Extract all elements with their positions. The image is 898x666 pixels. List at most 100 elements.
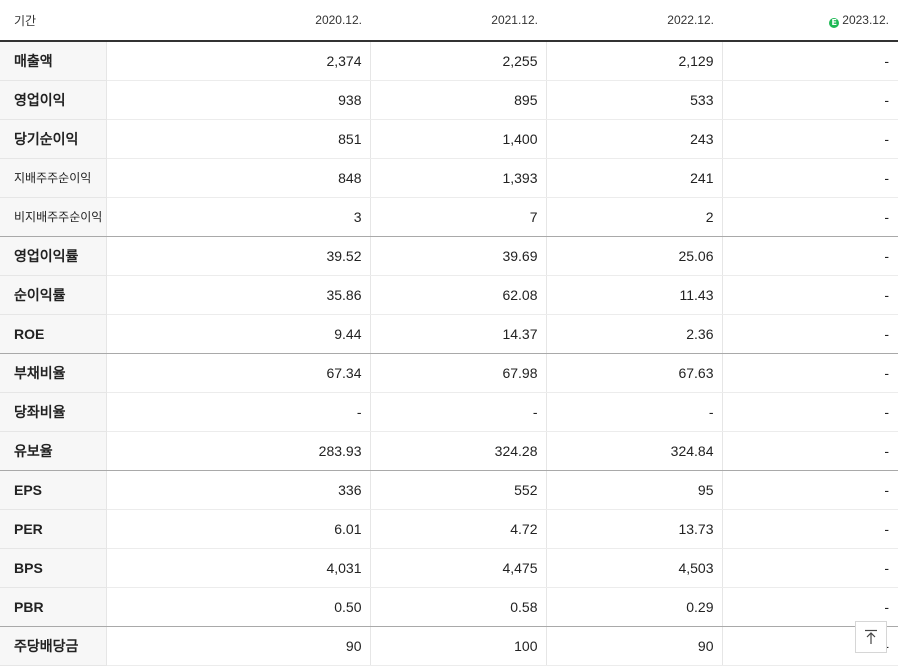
- row-label: 비지배주주순이익: [0, 197, 106, 237]
- table-row: ROE 9.44 14.37 2.36-: [0, 314, 898, 354]
- table-cell: 67.98: [369, 353, 546, 393]
- table-cell: 14.37: [369, 314, 546, 354]
- table-cell: -: [721, 353, 898, 393]
- column-header-2022: 2022.12.: [546, 0, 722, 42]
- row-label: ROE: [0, 314, 106, 354]
- table-cell: -: [721, 470, 898, 510]
- row-label: 주당배당금: [0, 626, 106, 666]
- period-header: 기간: [0, 0, 106, 42]
- table-cell: -: [721, 80, 898, 120]
- table-row: PBR 0.50 0.58 0.29-: [0, 587, 898, 627]
- table-cell: 67.63: [545, 353, 722, 393]
- table-cell: 3: [105, 197, 370, 237]
- row-label: EPS: [0, 470, 106, 510]
- table-cell: 324.28: [369, 431, 546, 471]
- table-cell: 39.69: [369, 236, 546, 276]
- row-label: 매출액: [0, 41, 106, 81]
- row-label: 영업이익률: [0, 236, 106, 276]
- table-cell: 90: [105, 626, 370, 666]
- table-cell: 938: [105, 80, 370, 120]
- row-label: PER: [0, 509, 106, 549]
- table-row: 부채비율 67.34 67.98 67.63-: [0, 353, 898, 393]
- table-cell: -: [721, 548, 898, 588]
- table-cell: 895: [369, 80, 546, 120]
- arrow-up-to-top-icon: [865, 629, 877, 644]
- table-cell: 67.34: [105, 353, 370, 393]
- table-cell: 100: [369, 626, 546, 666]
- table-cell: -: [721, 197, 898, 237]
- table-row: 영업이익 938 895 533-: [0, 80, 898, 120]
- table-cell: 851: [105, 119, 370, 159]
- table-cell: -: [721, 392, 898, 432]
- table-cell: 0.50: [105, 587, 370, 627]
- row-label: 지배주주순이익: [0, 158, 106, 198]
- table-cell: 241: [545, 158, 722, 198]
- row-label: 당좌비율: [0, 392, 106, 432]
- table-cell: 95: [545, 470, 722, 510]
- column-header-2023-estimate: E 2023.12.: [722, 0, 898, 42]
- row-label: PBR: [0, 587, 106, 627]
- column-header-2023-label: 2023.12.: [842, 12, 889, 27]
- table-cell: -: [721, 314, 898, 354]
- table-cell: 1,400: [369, 119, 546, 159]
- scroll-to-top-button[interactable]: [855, 621, 887, 653]
- table-cell: 4,503: [545, 548, 722, 588]
- table-cell: 13.73: [545, 509, 722, 549]
- table-cell: 2.36: [545, 314, 722, 354]
- table-row: BPS 4,031 4,475 4,503-: [0, 548, 898, 588]
- table-cell: 90: [545, 626, 722, 666]
- table-cell: 324.84: [545, 431, 722, 471]
- table-row: PER 6.01 4.72 13.73-: [0, 509, 898, 549]
- table-cell: 243: [545, 119, 722, 159]
- row-label: 당기순이익: [0, 119, 106, 159]
- table-cell: 2,129: [545, 41, 722, 81]
- table-cell: -: [721, 275, 898, 315]
- table-cell: -: [721, 41, 898, 81]
- table-row: 순이익률 35.86 62.08 11.43-: [0, 275, 898, 315]
- table-cell: 848: [105, 158, 370, 198]
- table-cell: -: [721, 236, 898, 276]
- table-cell: 2: [545, 197, 722, 237]
- column-header-2021: 2021.12.: [370, 0, 546, 42]
- table-cell: 2,374: [105, 41, 370, 81]
- table-cell: 336: [105, 470, 370, 510]
- table-row: 비지배주주순이익 3 7 2-: [0, 197, 898, 237]
- table-cell: -: [721, 509, 898, 549]
- row-label: BPS: [0, 548, 106, 588]
- table-cell: 0.29: [545, 587, 722, 627]
- table-cell: 283.93: [105, 431, 370, 471]
- table-cell: 4,031: [105, 548, 370, 588]
- table-row: EPS 336 552 95-: [0, 470, 898, 510]
- table-cell: -: [721, 587, 898, 627]
- table-header-row: 기간 2020.12. 2021.12. 2022.12. E 2023.12.: [0, 0, 898, 42]
- table-row: 당기순이익 851 1,400 243-: [0, 119, 898, 159]
- table-cell: 11.43: [545, 275, 722, 315]
- table-body: 매출액 2,374 2,255 2,129- 영업이익 938 895 533- 당기순이익 85…: [0, 41, 898, 666]
- table-row: 영업이익률 39.52 39.69 25.06-: [0, 236, 898, 276]
- table-row: 지배주주순이익 848 1,393 241-: [0, 158, 898, 198]
- row-label: 순이익률: [0, 275, 106, 315]
- row-label: 부채비율: [0, 353, 106, 393]
- table-cell: 4.72: [369, 509, 546, 549]
- table-row: 매출액 2,374 2,255 2,129-: [0, 41, 898, 81]
- table-cell: -: [721, 431, 898, 471]
- table-cell: 2,255: [369, 41, 546, 81]
- table-cell: -: [369, 392, 546, 432]
- column-header-2020: 2020.12.: [106, 0, 370, 42]
- table-cell: 1,393: [369, 158, 546, 198]
- table-cell: 62.08: [369, 275, 546, 315]
- table-cell: 6.01: [105, 509, 370, 549]
- table-cell: 7: [369, 197, 546, 237]
- table-cell: 25.06: [545, 236, 722, 276]
- table-row: 당좌비율 - - - -: [0, 392, 898, 432]
- table-cell: -: [545, 392, 722, 432]
- table-cell: 552: [369, 470, 546, 510]
- row-label: 유보율: [0, 431, 106, 471]
- table-cell: -: [105, 392, 370, 432]
- table-cell: 39.52: [105, 236, 370, 276]
- table-cell: 9.44: [105, 314, 370, 354]
- table-row: 유보율 283.93 324.28 324.84-: [0, 431, 898, 471]
- estimate-badge-icon: E: [829, 17, 840, 28]
